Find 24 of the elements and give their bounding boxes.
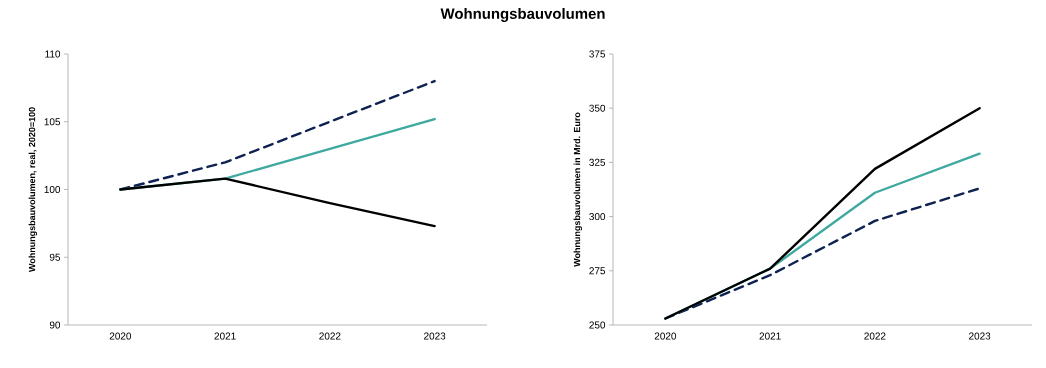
y-tick-label: 275 <box>589 267 606 275</box>
y-tick-label: 105 <box>44 118 61 126</box>
y-tick-label: 350 <box>589 104 606 112</box>
x-tick-label: 2023 <box>969 332 991 340</box>
text: Wohnungsbauvolumen <box>440 8 605 22</box>
y-tick-label: 250 <box>589 321 606 329</box>
x-tick-label: 2022 <box>319 332 341 340</box>
y-tick-label: 95 <box>49 253 61 261</box>
y-tick-label: 100 <box>44 185 61 194</box>
line-series <box>119 177 436 228</box>
y-axis-title: Wohnungsbauvolumen in Mrd. Euro <box>573 112 583 267</box>
x-tick-label: 2020 <box>654 332 677 340</box>
y-tick-label: 90 <box>49 321 61 329</box>
x-tick-label: 2023 <box>424 332 446 340</box>
y-tick-label: 325 <box>589 158 606 166</box>
y-tick-label: 110 <box>45 50 61 58</box>
x-tick-label: 2021 <box>214 332 236 340</box>
x-tick-label: 2022 <box>864 332 886 340</box>
x-tick-label: 2021 <box>759 332 781 340</box>
line-series <box>664 107 981 320</box>
y-tick-label: 300 <box>589 213 606 221</box>
y-axis-title: Wohnungsbauvolumen, real, 2020=100 <box>28 107 38 272</box>
x-tick-label: 2020 <box>109 332 132 340</box>
y-tick-label: 375 <box>589 50 606 58</box>
